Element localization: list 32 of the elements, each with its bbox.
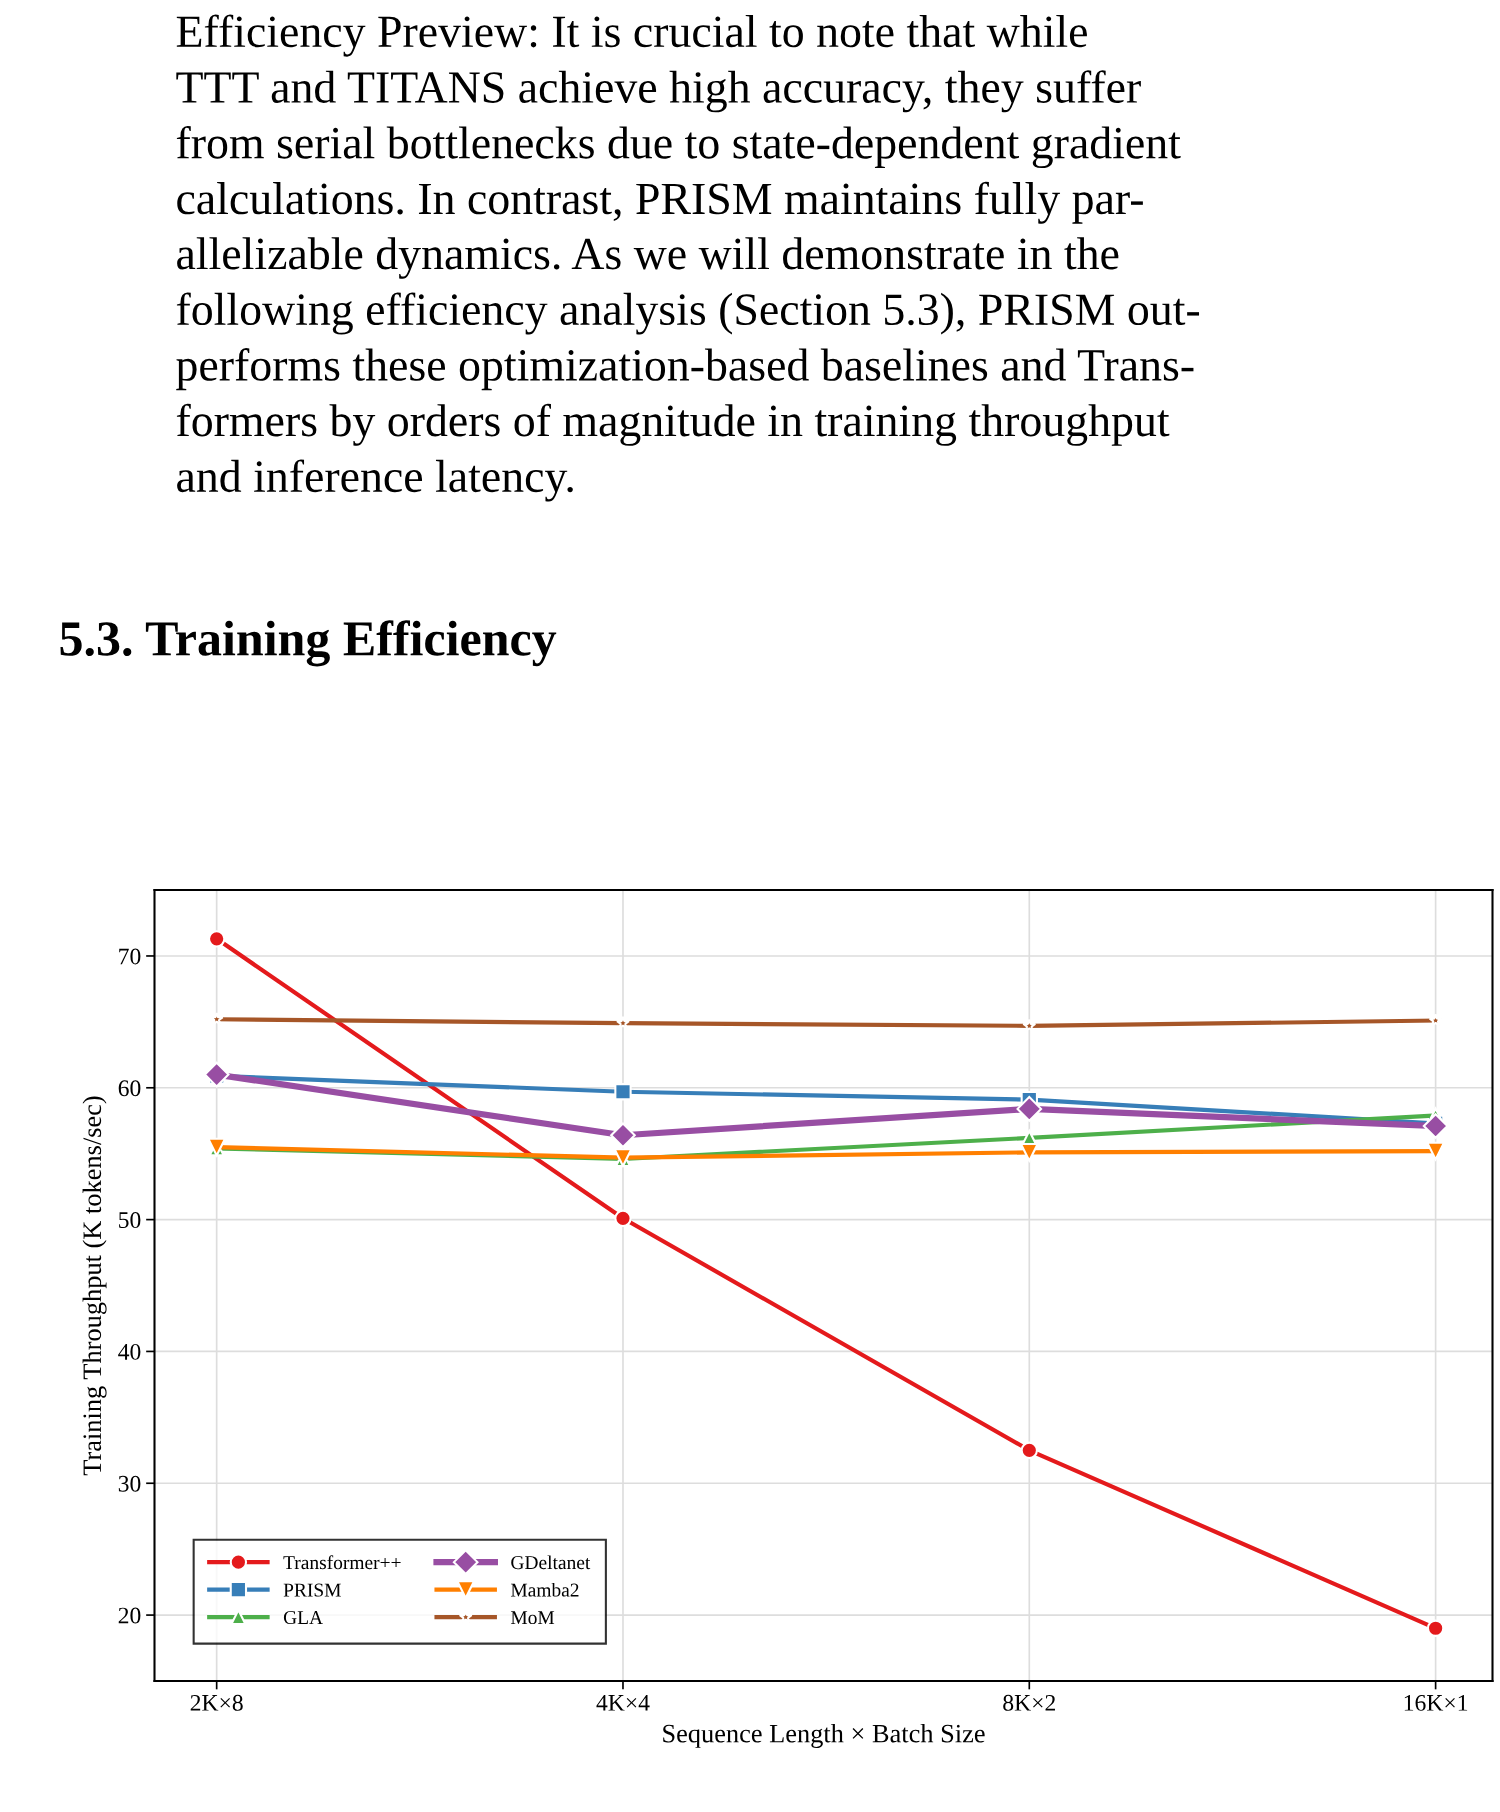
point [1426, 1141, 1445, 1161]
point [1022, 1018, 1037, 1032]
x-tick-label: 8K×2 [1003, 1694, 1055, 1711]
y-tick-label: 30 [118, 1475, 141, 1492]
point [614, 1209, 632, 1227]
legend-label: Transformer++ [283, 1555, 401, 1570]
legend-label: PRISM [283, 1583, 341, 1597]
y-axis-title: Training Throughput (K tokens/sec) [82, 1096, 107, 1476]
point [1020, 1441, 1038, 1459]
y-tick-label: 20 [118, 1607, 141, 1624]
x-axis-title: Sequence Length × Batch Size [663, 1723, 985, 1748]
chart-title: 5.3. Training Efficiency [60, 620, 557, 667]
y-tick-label: 70 [119, 948, 141, 965]
x-tick-label: 4K×4 [596, 1695, 650, 1711]
x-tick-label: 2K×8 [190, 1694, 243, 1711]
x-tick-label: 16K×1 [1404, 1694, 1468, 1711]
y-tick-label: 40 [118, 1343, 141, 1360]
legend-label: MoM [510, 1611, 555, 1625]
point [203, 1061, 230, 1088]
point [616, 1015, 630, 1030]
point [610, 1122, 636, 1149]
y-tick-label: 60 [118, 1080, 141, 1097]
legend-label: GLA [283, 1611, 323, 1625]
point [1019, 1143, 1039, 1162]
point [614, 1083, 632, 1101]
y-tick-label: 50 [119, 1212, 141, 1229]
point [1016, 1096, 1043, 1122]
text: Efficiency Preview: It is crucial to note that while TTT and TITANS achieve high accuracy, they suffer from serial bottlenecks due to state-dependent gradient calculations. In contrast, PRISM maintains fully par- allelizable dynamics. As we will demonstrate in the following efficiency analysis (Section 5.3), PRISM out- performs these optimization-based baselines and Trans- formers by orders of magnitude in training throughput and inference latency. [176, 14, 1200, 502]
legend-label: Mamba2 [510, 1582, 579, 1597]
legend-label: GDeltanet [511, 1555, 591, 1570]
point [1422, 1113, 1449, 1139]
point [1426, 1619, 1445, 1637]
